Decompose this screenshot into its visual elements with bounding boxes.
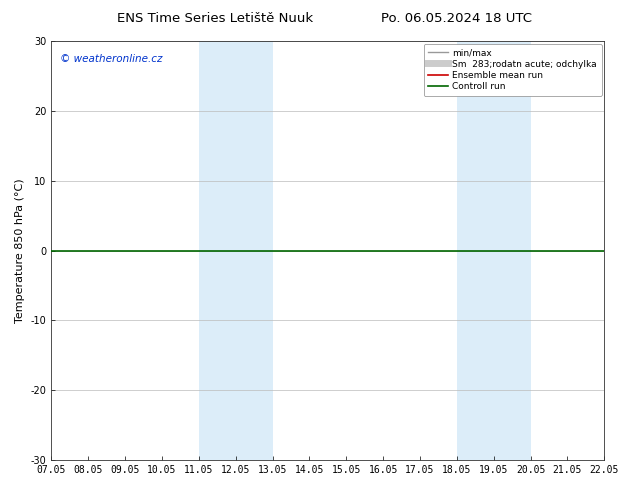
Text: Po. 06.05.2024 18 UTC: Po. 06.05.2024 18 UTC	[381, 12, 532, 25]
Y-axis label: Temperature 850 hPa (°C): Temperature 850 hPa (°C)	[15, 178, 25, 323]
Bar	[199, 41, 273, 460]
Text: © weatheronline.cz: © weatheronline.cz	[60, 53, 162, 64]
Text: ENS Time Series Letiště Nuuk: ENS Time Series Letiště Nuuk	[117, 12, 314, 25]
Bar	[457, 41, 531, 460]
Legend: min/max, Sm  283;rodatn acute; odchylka, Ensemble mean run, Controll run: min/max, Sm 283;rodatn acute; odchylka, …	[424, 44, 602, 96]
